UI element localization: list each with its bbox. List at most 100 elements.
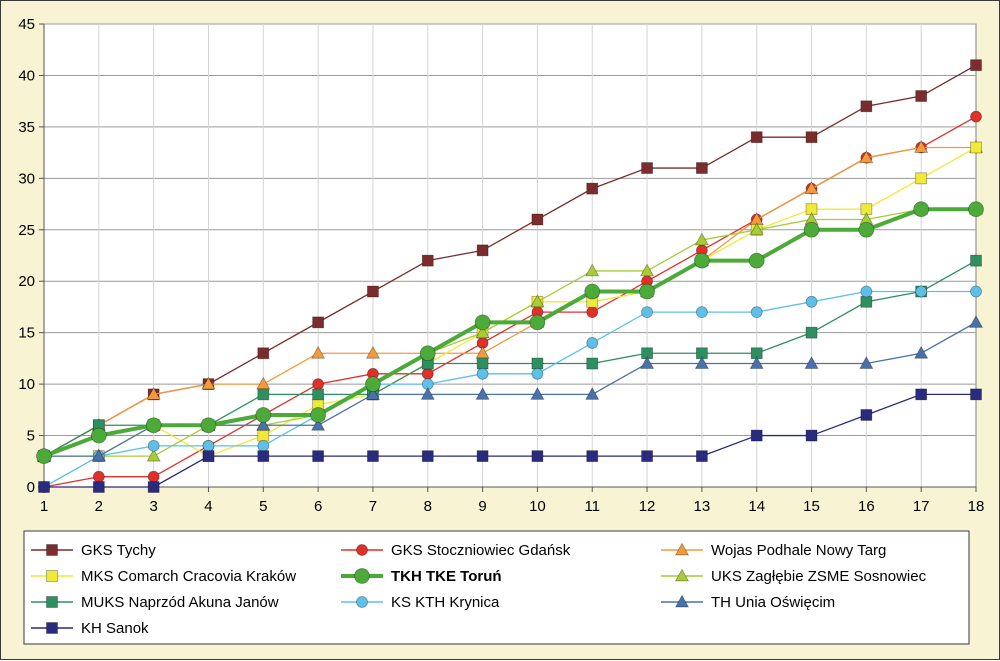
data-point	[586, 337, 599, 349]
data-point	[584, 283, 601, 300]
data-point	[201, 376, 216, 390]
legend-item: TKH TKE Toruń	[341, 568, 502, 585]
data-point	[748, 252, 765, 269]
data-point	[91, 448, 106, 462]
data-point	[914, 345, 929, 359]
data-point	[367, 285, 379, 298]
legend-label: GKS Tychy	[81, 542, 156, 559]
y-tick-label: 10	[18, 376, 35, 393]
data-point	[531, 357, 544, 370]
data-point	[915, 388, 928, 401]
data-point	[530, 386, 545, 400]
series-layer	[36, 59, 984, 493]
data-point	[200, 417, 217, 434]
data-point	[530, 294, 545, 308]
data-point	[968, 201, 984, 218]
legend-item: Wojas Podhale Nowy Targ	[661, 542, 886, 559]
x-tick-label: 9	[478, 498, 486, 515]
x-tick-label: 4	[204, 498, 212, 515]
data-point	[968, 314, 984, 328]
data-point	[693, 252, 710, 269]
legend-item: GKS Tychy	[31, 542, 156, 559]
data-point	[475, 386, 490, 400]
data-point	[312, 450, 325, 463]
series-line	[43, 146, 976, 457]
data-point	[476, 450, 489, 463]
data-point	[858, 221, 875, 238]
data-point	[257, 388, 270, 401]
data-point	[970, 141, 982, 154]
data-point	[92, 470, 105, 483]
x-tick-label: 10	[529, 498, 546, 515]
legend-label: KS KTH Krynica	[391, 594, 500, 611]
legend-item: MUKS Naprzód Akuna Janów	[31, 594, 279, 611]
data-point	[805, 131, 818, 144]
data-point	[312, 388, 325, 401]
x-tick-label: 6	[314, 498, 322, 515]
data-point	[695, 162, 708, 174]
legend-item: TH Unia Oświęcim	[661, 594, 835, 611]
data-point	[859, 150, 874, 164]
data-point	[257, 429, 270, 442]
data-point	[970, 254, 982, 267]
y-tick-label: 0	[27, 479, 35, 496]
data-point	[419, 345, 436, 362]
data-point	[695, 450, 708, 463]
data-point	[311, 417, 326, 431]
data-point	[641, 306, 653, 318]
data-point	[694, 356, 709, 369]
data-point	[750, 429, 763, 442]
legend-marker	[674, 568, 690, 582]
data-point	[531, 367, 544, 380]
series-10	[38, 388, 982, 493]
data-point	[365, 376, 381, 393]
x-tick-label: 18	[968, 498, 985, 515]
data-point	[92, 481, 105, 493]
legend-marker	[356, 596, 368, 608]
data-point	[639, 283, 655, 300]
x-tick-label: 16	[858, 498, 875, 515]
data-point	[202, 450, 215, 463]
data-point	[147, 481, 160, 493]
legend-marker	[46, 570, 58, 582]
data-point	[367, 450, 379, 463]
data-point	[475, 325, 490, 339]
data-point	[421, 254, 434, 267]
x-tick-label: 2	[95, 498, 103, 515]
x-tick-label: 8	[424, 498, 432, 515]
series-line	[43, 290, 976, 488]
data-point	[529, 314, 546, 331]
legend-item: GKS Stoczniowiec Gdańsk	[341, 542, 571, 559]
data-point	[531, 213, 544, 226]
legend-marker	[674, 542, 690, 556]
data-point	[586, 357, 599, 370]
plot-area	[43, 23, 977, 488]
data-point	[476, 367, 489, 380]
data-point	[695, 306, 708, 318]
y-tick-label: 40	[18, 67, 35, 84]
series-line	[44, 393, 976, 488]
data-point	[256, 417, 271, 431]
data-point	[365, 386, 380, 400]
data-point	[312, 378, 325, 391]
data-point	[804, 181, 819, 194]
data-point	[476, 244, 489, 257]
data-point	[36, 448, 52, 465]
y-tick-label: 25	[18, 222, 35, 239]
data-point	[803, 221, 820, 238]
x-tick-label: 13	[694, 498, 711, 515]
legend-label: TKH TKE Toruń	[391, 568, 502, 585]
data-point	[145, 417, 162, 434]
data-point	[311, 345, 326, 359]
x-tick-label: 7	[369, 498, 377, 515]
data-point	[805, 295, 818, 308]
data-point	[476, 357, 489, 370]
x-tick-label: 3	[149, 498, 157, 515]
data-point	[586, 306, 599, 318]
legend-item: KS KTH Krynica	[341, 594, 500, 611]
data-point	[859, 356, 874, 369]
data-point	[860, 285, 873, 298]
data-point	[970, 388, 982, 401]
data-point	[914, 140, 929, 153]
